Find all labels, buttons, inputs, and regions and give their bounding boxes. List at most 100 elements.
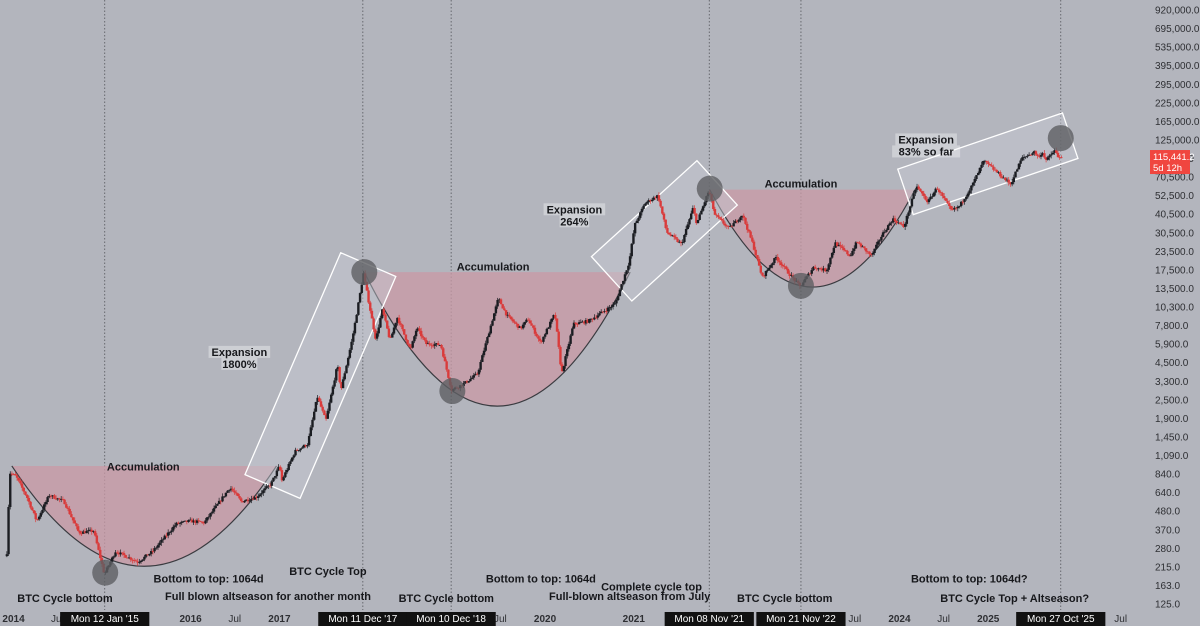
candle-body (1021, 157, 1024, 161)
candle-body (389, 336, 392, 338)
y-tick-label: 480.0 (1155, 507, 1180, 518)
candle-up (204, 517, 207, 525)
candle-down (781, 263, 785, 269)
candle-down (338, 366, 341, 384)
candle-body (769, 265, 773, 268)
candle-down (949, 205, 953, 211)
candle-body (995, 170, 999, 173)
candle-body (622, 280, 625, 285)
candle-down (783, 263, 786, 270)
candle-up (983, 159, 987, 164)
date-marker-badge: Mon 11 Dec '17 (318, 612, 408, 626)
candle-body (285, 469, 289, 473)
candle-body (973, 179, 976, 183)
candle-body (166, 532, 170, 536)
candle-body (523, 321, 526, 325)
candle-body (260, 493, 263, 495)
candle-body (557, 331, 560, 347)
candle-body (487, 333, 491, 338)
candle-up (357, 302, 360, 316)
candle-down (858, 241, 861, 245)
candle-down (895, 220, 898, 226)
candle-body (749, 231, 752, 238)
candle-up (543, 332, 547, 339)
date-marker-badge: Mon 27 Oct '25 (1016, 612, 1106, 626)
candle-down (340, 381, 343, 390)
candle-body (647, 200, 650, 203)
candle-down (661, 206, 664, 216)
candle-down (404, 334, 408, 342)
candle-up (883, 228, 886, 234)
candle-up (314, 401, 318, 412)
candle-down (19, 478, 22, 486)
candle-down (591, 318, 594, 323)
candle-up (59, 496, 63, 503)
candle-body (27, 497, 31, 502)
candle-down (946, 198, 949, 204)
candle-body (141, 559, 144, 561)
candle-body (937, 189, 941, 193)
candle-down (987, 160, 990, 168)
candle-up (481, 353, 484, 363)
candle-up (494, 304, 498, 316)
candle-body (263, 488, 267, 491)
candle-up (299, 448, 302, 453)
candle-up (328, 399, 331, 414)
candle-body (275, 470, 279, 477)
candle-body (256, 496, 260, 498)
expansion-label-bg (892, 145, 961, 158)
candle-up (932, 191, 936, 197)
candle-body (525, 319, 528, 322)
candle-down (78, 530, 82, 536)
candle-down (90, 527, 93, 535)
candle-body (1041, 153, 1044, 156)
candle-body (309, 427, 313, 437)
candle-down (503, 306, 506, 311)
candle-up (486, 335, 489, 346)
candle-down (667, 232, 671, 235)
candle-body (543, 334, 547, 337)
candle-up (892, 215, 895, 224)
candle-up (830, 252, 834, 259)
date-marker-bg (60, 612, 150, 626)
candle-body (730, 225, 734, 227)
candle-up (596, 312, 599, 320)
candle-down (808, 272, 812, 275)
candle-down (428, 340, 431, 347)
candle-body (971, 182, 975, 186)
date-marker-label: Mon 11 Dec '17 (328, 614, 397, 625)
candle-body (734, 220, 737, 224)
candle-body (773, 258, 776, 264)
candle-body (202, 521, 206, 524)
candle-down (526, 317, 530, 321)
candle-body (679, 241, 683, 244)
candle-down (785, 265, 788, 271)
candle-down (864, 248, 868, 255)
candle-body (851, 250, 854, 256)
candle-up (878, 239, 881, 245)
candle-down (419, 327, 423, 340)
candle-body (920, 191, 924, 194)
candle-up (903, 222, 907, 230)
candle-up (182, 520, 185, 523)
candle-body (156, 545, 160, 548)
candle-body (943, 196, 946, 199)
candle-down (752, 239, 756, 251)
candle-body (659, 200, 662, 207)
candle-up (7, 504, 10, 556)
candle-down (673, 233, 676, 241)
candle-body (411, 341, 414, 348)
candle-down (1000, 173, 1004, 179)
candle-up (290, 457, 294, 462)
candle-body (117, 553, 121, 555)
candle-up (479, 359, 482, 373)
candle-down (97, 541, 100, 551)
candle-body (1053, 150, 1056, 153)
candle-up (734, 219, 737, 224)
candle-up (267, 484, 270, 490)
candle-body (440, 345, 443, 349)
candle-up (333, 377, 336, 389)
candle-down (717, 213, 720, 220)
candle-body (56, 498, 59, 500)
candle-up (414, 328, 418, 340)
